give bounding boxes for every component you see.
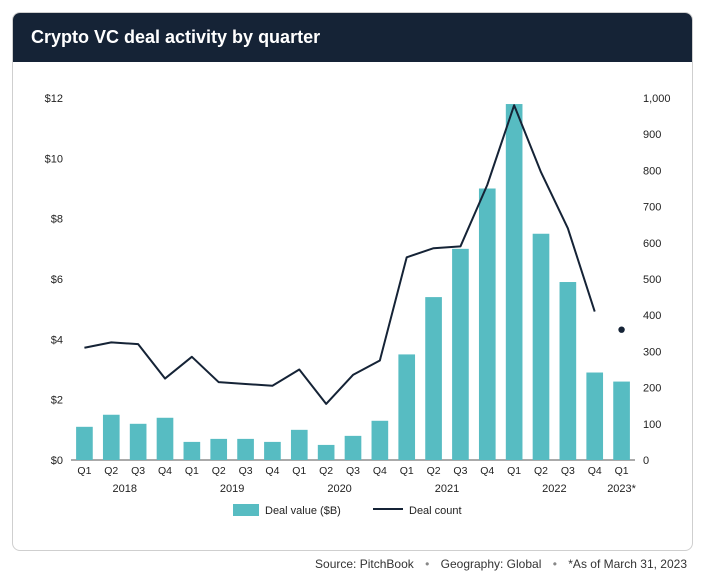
y-left-tick: $10: [45, 153, 63, 165]
y-right-tick: 100: [643, 419, 661, 431]
bar: [237, 439, 254, 460]
y-right-tick: 400: [643, 310, 661, 322]
bar: [452, 249, 469, 460]
chart-footer: Source: PitchBook • Geography: Global • …: [12, 551, 693, 571]
bar: [586, 373, 603, 460]
footer-geography: Geography: Global: [441, 557, 542, 571]
footer-source: Source: PitchBook: [315, 557, 414, 571]
x-tick: Q4: [158, 465, 172, 477]
bar: [130, 424, 147, 460]
bar: [613, 382, 630, 460]
x-tick: Q1: [400, 465, 414, 477]
year-label: 2019: [220, 483, 244, 495]
y-left-tick: $12: [45, 93, 63, 105]
year-label: 2018: [112, 483, 136, 495]
chart-area: $0 $2 $4 $6 $8 $10 $12 0 100 200 300 400 500 600 700 80…: [13, 62, 692, 550]
y-left-tick: $4: [51, 334, 63, 346]
x-tick: Q3: [131, 465, 145, 477]
footer-asof: *As of March 31, 2023: [568, 557, 687, 571]
chart-title: Crypto VC deal activity by quarter: [13, 13, 692, 62]
legend-bar-label: Deal value ($B): [265, 505, 341, 517]
year-label: 2021: [435, 483, 459, 495]
bar: [210, 439, 227, 460]
y-right-tick: 600: [643, 238, 661, 250]
bar: [372, 421, 389, 460]
x-tick: Q2: [534, 465, 548, 477]
x-tick: Q3: [346, 465, 360, 477]
y-right-tick: 800: [643, 165, 661, 177]
x-tick: Q3: [453, 465, 467, 477]
bar: [291, 430, 308, 460]
x-tick: Q1: [507, 465, 521, 477]
bar: [506, 104, 523, 460]
chart-svg: $0 $2 $4 $6 $8 $10 $12 0 100 200 300 400 500 600 700 80…: [21, 74, 681, 544]
bar: [184, 442, 201, 460]
x-tick: Q1: [77, 465, 91, 477]
y-right-tick: 700: [643, 202, 661, 214]
bar: [398, 354, 415, 460]
legend-bar-swatch: [233, 504, 259, 516]
year-label: 2022: [542, 483, 566, 495]
x-tick: Q2: [319, 465, 333, 477]
footer-separator: •: [553, 557, 557, 571]
y-left-tick: $8: [51, 214, 63, 226]
x-tick: Q1: [615, 465, 629, 477]
chart-card: Crypto VC deal activity by quarter $0$2$…: [12, 12, 693, 551]
bar: [264, 442, 281, 460]
x-tick: Q2: [212, 465, 226, 477]
y-right-tick: 500: [643, 274, 661, 286]
line-point: [618, 326, 624, 332]
y-left-tick: $2: [51, 395, 63, 407]
bar: [479, 189, 496, 461]
bar: [560, 282, 577, 460]
x-tick: Q4: [480, 465, 494, 477]
bar: [76, 427, 93, 460]
bar: [425, 297, 442, 460]
y-right-tick: 1,000: [643, 93, 671, 105]
x-tick: Q2: [104, 465, 118, 477]
x-tick: Q2: [427, 465, 441, 477]
bar: [103, 415, 120, 460]
legend-line-label: Deal count: [409, 505, 462, 517]
x-tick: Q1: [185, 465, 199, 477]
bar: [533, 234, 550, 460]
x-tick: Q3: [239, 465, 253, 477]
x-tick: Q4: [265, 465, 279, 477]
x-tick: Q3: [561, 465, 575, 477]
bar: [318, 445, 335, 460]
bar: [157, 418, 174, 460]
year-label: 2020: [327, 483, 351, 495]
footer-separator: •: [425, 557, 429, 571]
y-right-tick: 200: [643, 383, 661, 395]
y-left-tick: $6: [51, 274, 63, 286]
year-label: 2023*: [607, 483, 636, 495]
bar: [345, 436, 362, 460]
x-tick: Q1: [292, 465, 306, 477]
y-left-tick: $0: [51, 455, 63, 467]
y-right-tick: 900: [643, 129, 661, 141]
y-right-tick: 300: [643, 346, 661, 358]
x-tick: Q4: [588, 465, 602, 477]
x-tick: Q4: [373, 465, 387, 477]
y-right-tick: 0: [643, 455, 649, 467]
